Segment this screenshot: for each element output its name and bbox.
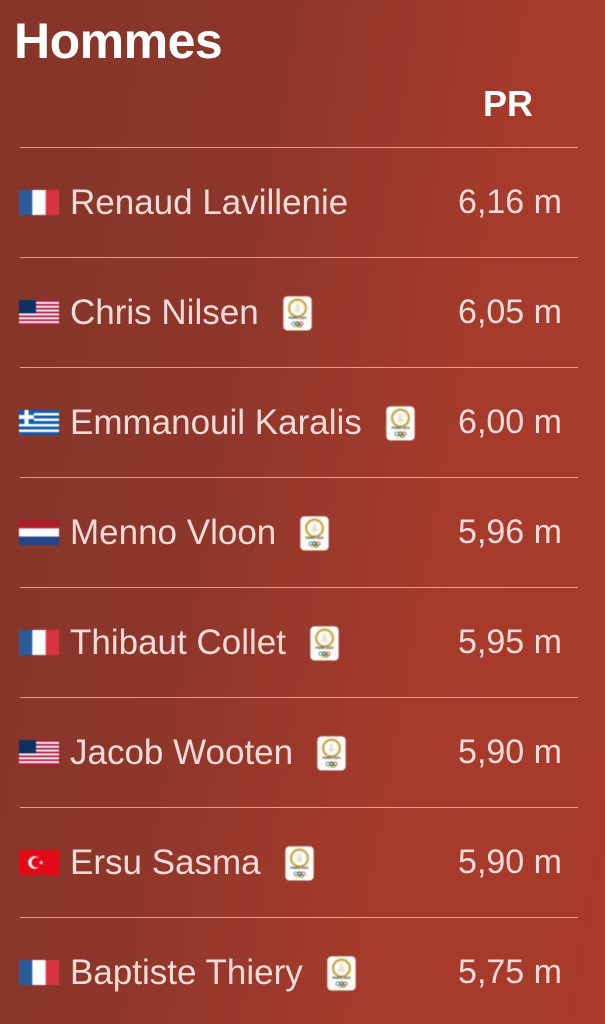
svg-text:PARIS 2024: PARIS 2024 <box>323 756 341 760</box>
svg-text:PARIS 2024: PARIS 2024 <box>391 426 409 430</box>
svg-text:PARIS 2024: PARIS 2024 <box>315 646 333 650</box>
svg-text:PARIS 2024: PARIS 2024 <box>332 976 350 980</box>
svg-text:PARIS 2024: PARIS 2024 <box>290 866 308 870</box>
svg-text:PARIS 2024: PARIS 2024 <box>306 536 324 540</box>
svg-text:PARIS 2024: PARIS 2024 <box>288 316 306 320</box>
